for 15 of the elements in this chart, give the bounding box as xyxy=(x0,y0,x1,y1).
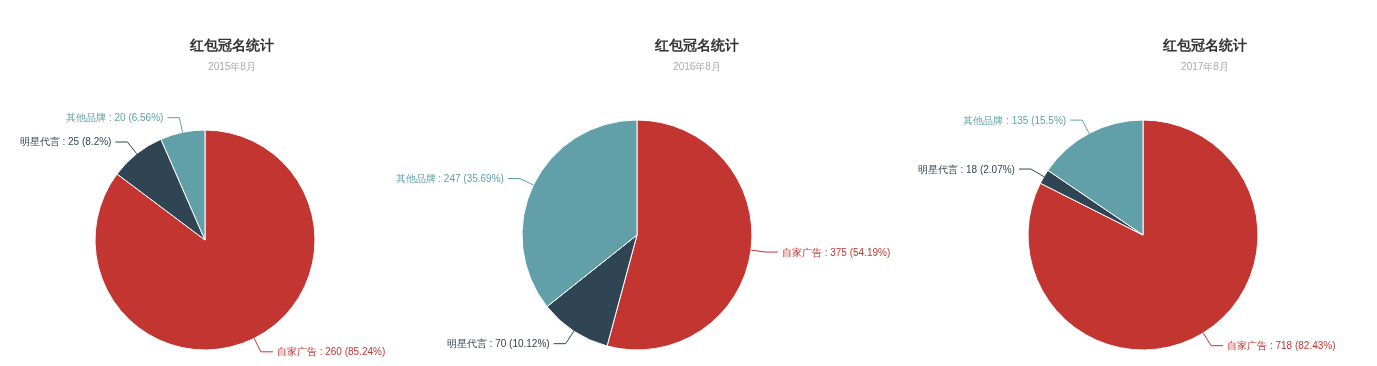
slice-label: 其他品牌 : 247 (35.69%) xyxy=(395,173,504,185)
chart-title: 红包冠名统计 xyxy=(1162,37,1247,53)
slice-label: 明星代言 : 25 (8.2%) xyxy=(19,136,112,148)
slice-label: 自家广告 : 375 (54.19%) xyxy=(781,246,891,258)
chart-title: 红包冠名统计 xyxy=(189,37,274,53)
slice-label: 其他品牌 : 135 (15.5%) xyxy=(963,114,1067,126)
chart-subtitle: 2015年8月 xyxy=(208,61,256,72)
slice-label: 自家广告 : 260 (85.24%) xyxy=(276,346,386,358)
slice-label: 明星代言 : 18 (2.07%) xyxy=(917,163,1015,175)
slice-label: 其他品牌 : 20 (6.56%) xyxy=(66,112,164,124)
chart-subtitle: 2016年8月 xyxy=(673,61,721,72)
chart-title: 红包冠名统计 xyxy=(654,37,739,53)
slice-label: 明星代言 : 70 (10.12%) xyxy=(446,338,550,350)
slice-label: 自家广告 : 718 (82.43%) xyxy=(1227,340,1336,352)
chart-subtitle: 2017年8月 xyxy=(1181,61,1229,72)
